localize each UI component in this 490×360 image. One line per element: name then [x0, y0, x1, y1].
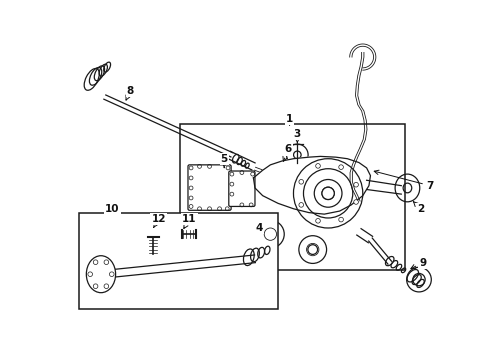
Circle shape	[299, 203, 303, 207]
Text: 6: 6	[283, 144, 292, 161]
Text: 11: 11	[182, 214, 197, 229]
Text: 8: 8	[126, 86, 134, 100]
Bar	[179, 124, 405, 270]
Text: 3: 3	[294, 129, 301, 143]
Text: 12: 12	[151, 214, 166, 228]
Circle shape	[339, 165, 343, 170]
Text: 5: 5	[220, 154, 228, 167]
Circle shape	[354, 183, 358, 187]
Text: 7: 7	[374, 170, 434, 191]
Circle shape	[322, 187, 334, 199]
Circle shape	[316, 219, 320, 223]
Text: 2: 2	[414, 202, 424, 214]
Ellipse shape	[86, 256, 116, 293]
Text: 1: 1	[286, 114, 293, 125]
Ellipse shape	[84, 68, 99, 90]
Circle shape	[299, 180, 303, 184]
Text: 9: 9	[411, 258, 426, 269]
FancyBboxPatch shape	[188, 165, 231, 210]
Bar	[79, 213, 278, 309]
FancyBboxPatch shape	[229, 171, 255, 206]
Text: 10: 10	[105, 204, 120, 214]
Polygon shape	[253, 156, 370, 214]
Circle shape	[354, 200, 358, 204]
Text: 4: 4	[255, 223, 264, 234]
Circle shape	[339, 217, 343, 222]
Circle shape	[316, 163, 320, 168]
